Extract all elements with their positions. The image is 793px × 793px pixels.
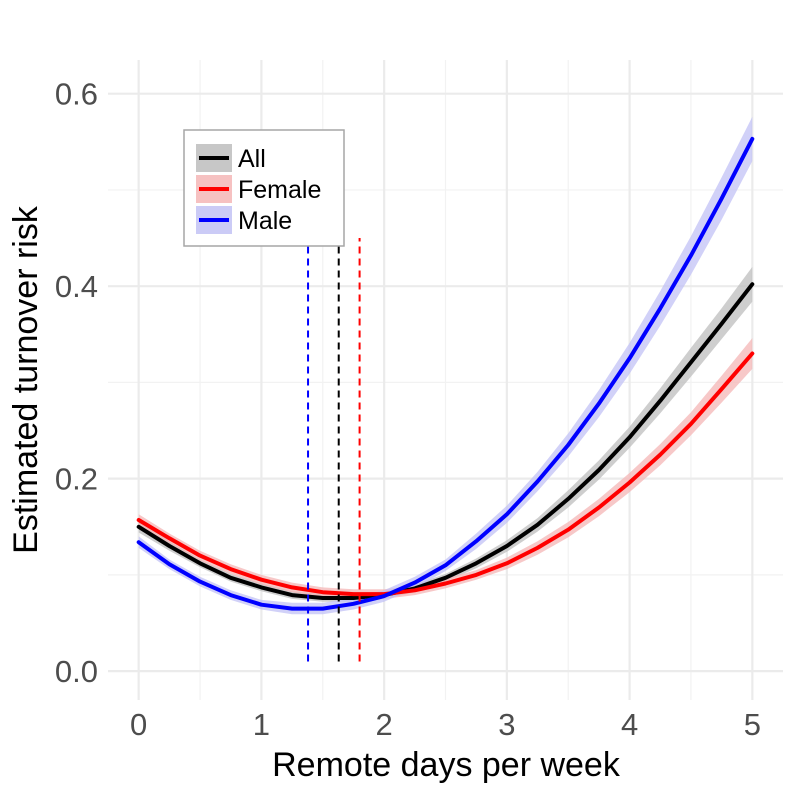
x-tick-label: 0 (130, 707, 147, 742)
line-all (136, 282, 755, 600)
y-tick-label: 0.2 (55, 462, 98, 497)
y-tick-label: 0.0 (55, 654, 98, 689)
y-axis-ticks: 0.0 0.2 0.4 0.6 (55, 77, 98, 689)
legend-label-female: Female (238, 176, 321, 204)
y-axis-title: Estimated turnover risk (7, 205, 45, 554)
x-tick-label: 5 (744, 707, 761, 742)
x-axis-title: Remote days per week (272, 746, 621, 784)
x-tick-label: 1 (253, 707, 270, 742)
band-male (138, 116, 753, 615)
series-lines (136, 136, 755, 611)
minimum-markers (307, 238, 361, 662)
legend-label-male: Male (238, 207, 292, 235)
x-tick-label: 2 (376, 707, 393, 742)
line-male (136, 136, 755, 611)
y-tick-label: 0.4 (55, 269, 98, 304)
legend-label-all: All (238, 145, 266, 173)
x-tick-label: 4 (621, 707, 638, 742)
x-tick-label: 3 (498, 707, 515, 742)
y-tick-label: 0.6 (55, 77, 98, 112)
legend: All Female Male (183, 129, 345, 247)
line-female (136, 351, 755, 597)
x-axis-ticks: 0 1 2 3 4 5 (130, 707, 761, 742)
